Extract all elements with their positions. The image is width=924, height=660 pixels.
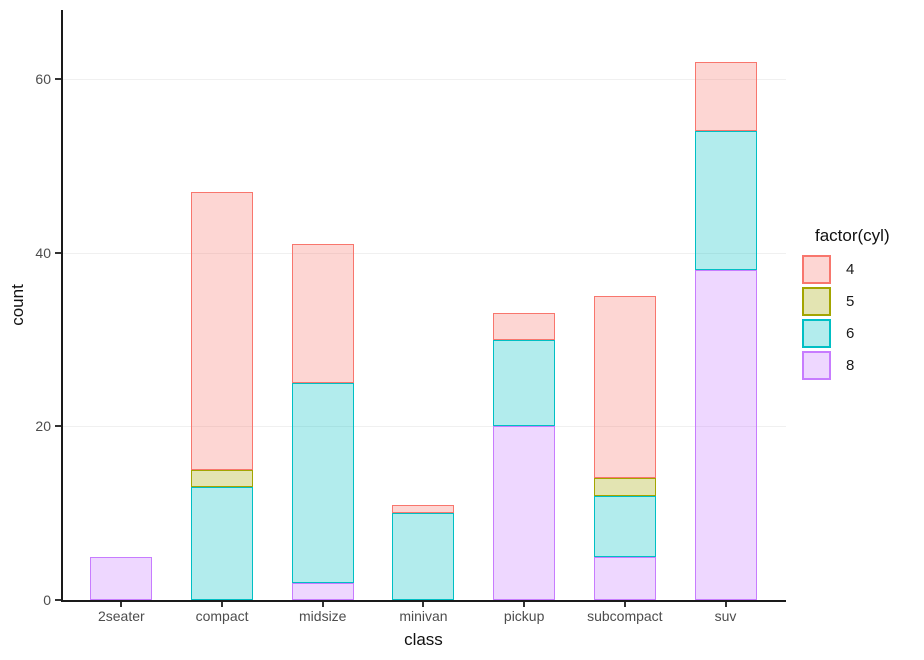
bar-segment-2seater-cyl8 <box>90 556 153 600</box>
legend-rows: 4 5 6 8 <box>802 255 890 380</box>
x-axis-line <box>61 600 786 602</box>
bar-compact <box>191 191 254 600</box>
legend-entry-4: 4 <box>802 255 890 284</box>
bar-pickup <box>493 313 556 600</box>
y-tick-mark <box>55 425 61 428</box>
legend: factor(cyl) 4 5 6 8 <box>802 226 890 383</box>
y-tick-label: 20 <box>35 418 51 435</box>
bar-segment-pickup-cyl4 <box>493 313 556 340</box>
bar-segment-pickup-cyl8 <box>493 426 556 600</box>
x-tick-mark <box>422 602 425 607</box>
legend-entry-5: 5 <box>802 287 890 316</box>
bar-midsize <box>291 244 354 600</box>
x-tick-mark <box>221 602 224 607</box>
grid-line-y20 <box>63 426 786 428</box>
x-tick-label-compact: compact <box>195 608 249 624</box>
bar-2seater <box>90 556 153 600</box>
y-tick-mark <box>55 599 61 601</box>
bar-segment-midsize-cyl4 <box>291 244 354 383</box>
x-tick-mark <box>623 602 626 607</box>
legend-label-4: 4 <box>846 261 855 278</box>
y-tick-label: 40 <box>35 244 51 261</box>
bar-segment-compact-cyl5 <box>191 469 254 488</box>
bar-segment-subcompact-cyl8 <box>593 556 656 600</box>
x-tick-label-2seater: 2seater <box>97 608 145 624</box>
bar-segment-midsize-cyl8 <box>291 582 354 600</box>
legend-label-5: 5 <box>846 293 855 310</box>
x-axis-title: class <box>404 630 443 649</box>
legend-entry-6: 6 <box>802 319 890 348</box>
x-tick-mark <box>724 602 727 607</box>
legend-title: factor(cyl) <box>815 226 890 245</box>
bar-segment-suv-cyl6 <box>694 131 757 271</box>
bar-segment-suv-cyl4 <box>694 61 757 132</box>
legend-swatch-5 <box>802 287 831 316</box>
x-tick-label-minivan: minivan <box>399 608 448 624</box>
x-tick-mark <box>523 602 526 607</box>
bar-segment-minivan-cyl4 <box>392 504 455 514</box>
legend-swatch-8 <box>802 351 831 380</box>
bar-segment-compact-cyl4 <box>191 191 254 470</box>
y-tick-label: 0 <box>43 592 51 608</box>
grid-line-y40 <box>63 252 786 254</box>
legend-entry-8: 8 <box>802 351 890 380</box>
x-tick-label-pickup: pickup <box>503 608 545 624</box>
bar-minivan <box>392 504 455 600</box>
bar-segment-compact-cyl6 <box>191 487 254 600</box>
x-tick-mark <box>120 602 123 607</box>
bar-subcompact <box>593 296 656 600</box>
x-tick-label-suv: suv <box>714 608 737 624</box>
y-tick-mark <box>55 251 61 254</box>
bar-segment-subcompact-cyl6 <box>593 495 656 557</box>
bar-segment-midsize-cyl6 <box>291 382 354 583</box>
legend-label-6: 6 <box>846 325 855 342</box>
bar-segment-pickup-cyl6 <box>493 339 556 427</box>
grid-line-y60 <box>63 79 786 81</box>
y-axis-line <box>61 10 63 602</box>
bar-segment-subcompact-cyl5 <box>593 478 656 496</box>
legend-swatch-4 <box>802 255 831 284</box>
x-tick-label-midsize: midsize <box>299 608 347 624</box>
x-tick-mark <box>321 602 324 607</box>
y-tick-label: 60 <box>35 71 51 88</box>
bar-segment-minivan-cyl6 <box>392 513 455 600</box>
bar-suv <box>694 61 757 600</box>
y-axis-title: count <box>8 284 27 326</box>
y-tick-mark <box>55 78 61 81</box>
bar-segment-subcompact-cyl4 <box>593 296 656 479</box>
bar-segment-suv-cyl8 <box>694 270 757 600</box>
legend-swatch-6 <box>802 319 831 348</box>
x-tick-label-subcompact: subcompact <box>587 608 663 624</box>
legend-label-8: 8 <box>846 357 855 374</box>
